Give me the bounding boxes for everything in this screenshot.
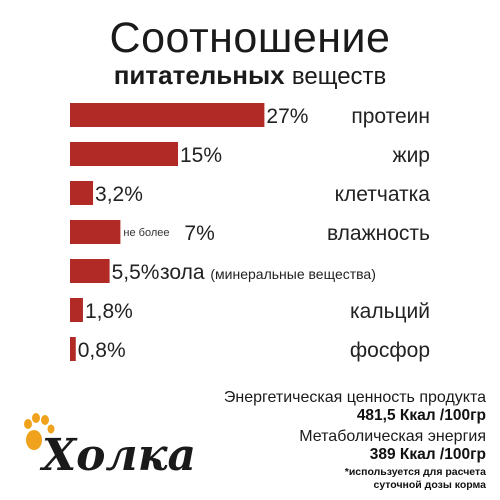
metabolic-value: 389 Ккал /100гр (369, 446, 486, 463)
bar-6 (70, 337, 76, 361)
bar-3 (70, 220, 121, 244)
category-label-4: зола (минеральные вещества) (160, 261, 376, 284)
energy-label: Энергетическая ценность продукта (223, 389, 486, 406)
metabolic-label: Метаболическая энергия (299, 428, 486, 445)
nutrient-bar-chart: 27% протеин 15% жир 3,2% клетчатка не более 7% в… (70, 103, 431, 362)
page-subtitle: питательных веществ (0, 60, 500, 91)
paw-icon (24, 413, 55, 450)
brand-logo-text: Холка (39, 430, 194, 481)
bar-4 (70, 259, 110, 283)
footnote-line2: суточной дозы корма (373, 479, 486, 491)
bar-2 (70, 181, 94, 205)
category-label-6: фосфор (350, 339, 430, 362)
category-label-0: протеин (351, 105, 430, 128)
value-label-2: 3,2% (95, 183, 143, 206)
value-label-3: 7% (184, 222, 214, 245)
brand-logo: Холка (24, 413, 194, 481)
energy-value: 481,5 Ккал /100гр (356, 407, 486, 424)
value-label-0: 27% (266, 105, 308, 128)
value-label-4: 5,5% (112, 261, 160, 284)
category-label-1: жир (393, 144, 430, 167)
page-title: Соотношение (109, 14, 391, 62)
value-label-1: 15% (180, 144, 222, 167)
bar-1 (70, 142, 178, 166)
value-label-6: 0,8% (78, 339, 126, 362)
bar-0 (70, 103, 265, 127)
footnote-line1: *используется для расчета (344, 466, 486, 478)
subtitle-light: веществ (291, 63, 387, 90)
category-label-3: влажность (327, 222, 430, 245)
value-prefix-3: не более (123, 227, 169, 239)
subtitle-bold: питательных (113, 60, 285, 90)
category-label-5: кальций (350, 300, 430, 323)
category-label-2: клетчатка (335, 183, 431, 206)
bar-5 (70, 298, 83, 322)
value-label-5: 1,8% (85, 300, 133, 323)
